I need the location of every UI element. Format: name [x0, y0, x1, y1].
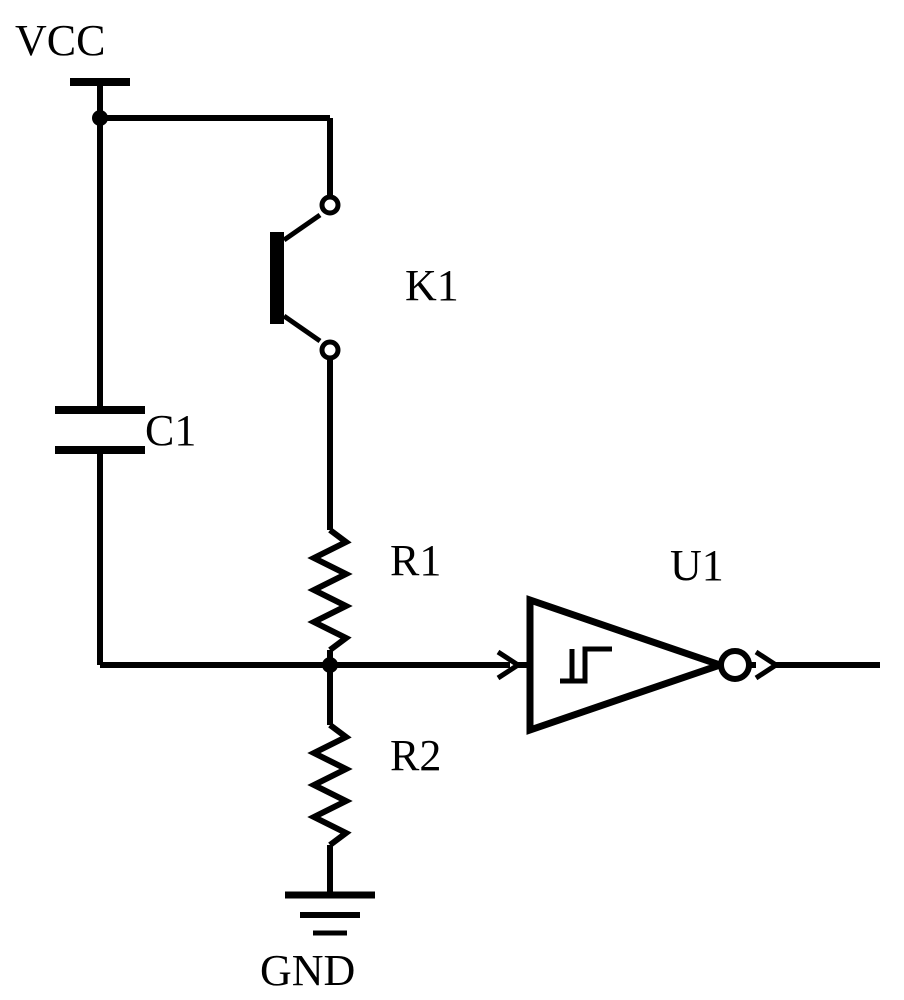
capacitor-c1	[55, 410, 145, 450]
ground-symbol	[285, 895, 375, 933]
switch-k1	[270, 197, 338, 358]
label-r1: R1	[390, 536, 441, 585]
circuit-diagram: VCC C1 K1 R1 R2 U1 GND	[0, 0, 904, 1000]
node-top	[92, 110, 108, 126]
label-k1: K1	[405, 261, 459, 310]
label-c1: C1	[145, 406, 196, 455]
resistor-r2	[314, 725, 346, 845]
resistor-r1	[314, 530, 346, 650]
label-vcc: VCC	[15, 16, 105, 65]
label-u1: U1	[670, 541, 724, 590]
label-gnd: GND	[260, 946, 355, 995]
schmitt-inverter-u1	[498, 600, 776, 730]
label-r2: R2	[390, 731, 441, 780]
